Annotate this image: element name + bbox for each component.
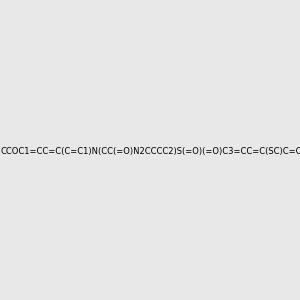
Text: CCOC1=CC=C(C=C1)N(CC(=O)N2CCCC2)S(=O)(=O)C3=CC=C(SC)C=C3: CCOC1=CC=C(C=C1)N(CC(=O)N2CCCC2)S(=O)(=O…: [0, 147, 300, 156]
